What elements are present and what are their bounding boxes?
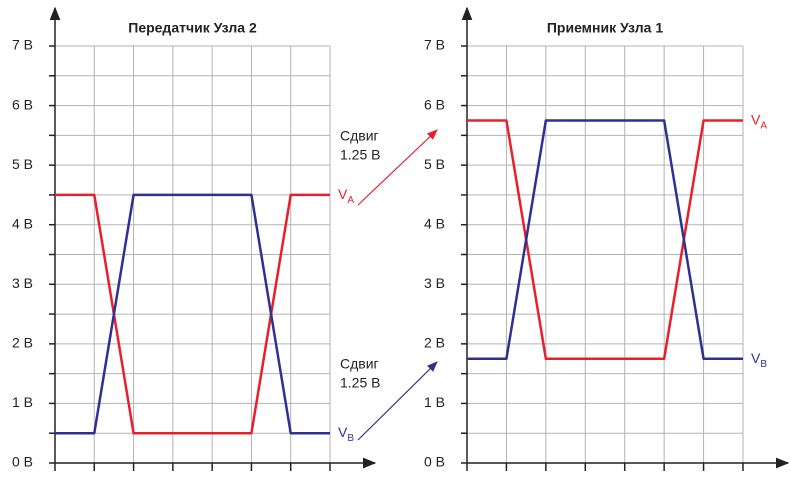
y-tick-label: 3 В: [424, 275, 445, 291]
annotation: 1.25 В: [340, 375, 380, 391]
series-line: [55, 193, 330, 435]
shift-arrow: [357, 129, 438, 206]
y-tick-label: 1 В: [424, 394, 445, 410]
y-tick-label: 6 В: [12, 96, 33, 112]
annotation: 1.25 В: [340, 147, 380, 163]
annotation: Сдвиг: [340, 128, 379, 144]
y-tick-label: 0 В: [12, 454, 33, 470]
y-tick-label: 0 В: [424, 454, 445, 470]
series-line: [467, 119, 743, 360]
legend-label: VB: [751, 349, 767, 369]
y-tick-label: 7 В: [12, 37, 33, 53]
shift-arrow: [357, 361, 438, 441]
legend-label: VB: [338, 424, 354, 444]
y-tick-label: 1 В: [12, 394, 33, 410]
y-tick-label: 5 В: [12, 156, 33, 172]
chart-title: Передатчик Узла 2: [128, 20, 257, 36]
y-tick-label: 6 В: [424, 96, 445, 112]
y-tick-label: 7 В: [424, 37, 445, 53]
chart-title: Приемник Узла 1: [547, 20, 663, 36]
y-tick-label: 2 В: [424, 335, 445, 351]
annotation: Сдвиг: [340, 356, 379, 372]
series-line: [55, 193, 330, 435]
legend-label: VA: [751, 111, 767, 131]
y-tick-label: 4 В: [12, 215, 33, 231]
legend-label: VA: [338, 186, 354, 206]
y-tick-label: 4 В: [424, 215, 445, 231]
series-line: [467, 119, 743, 360]
y-tick-label: 2 В: [12, 335, 33, 351]
y-tick-label: 5 В: [424, 156, 445, 172]
y-tick-label: 3 В: [12, 275, 33, 291]
